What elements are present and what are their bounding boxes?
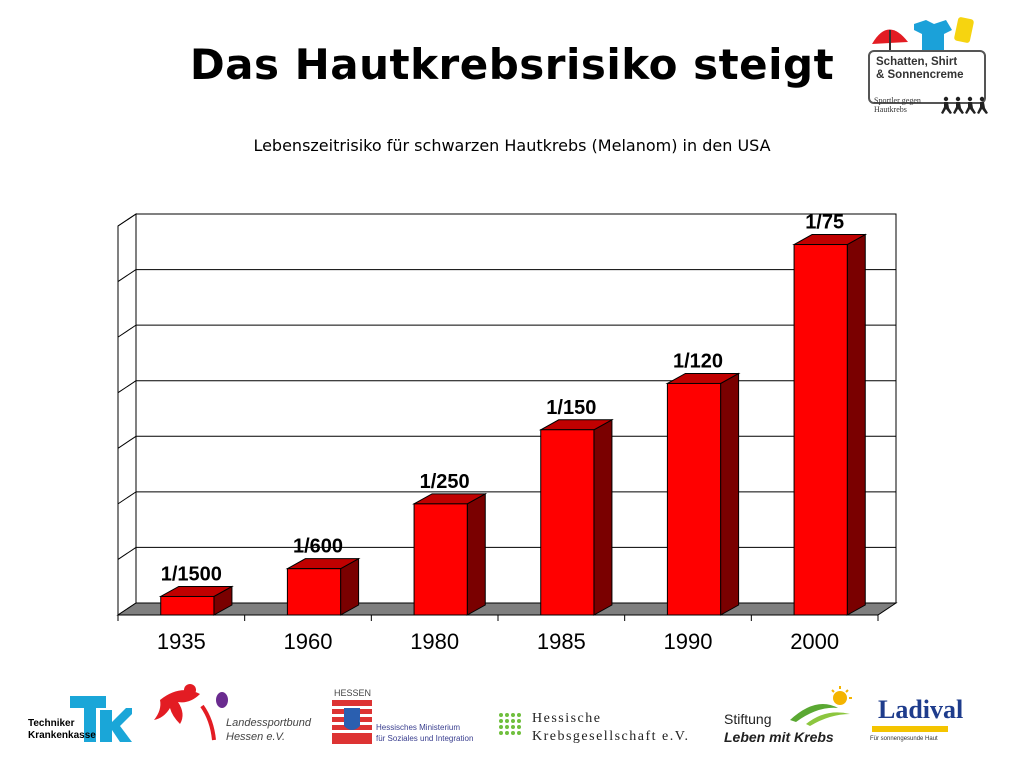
landessportbund-logo-text: Landessportbund Hessen e.V.	[226, 716, 311, 744]
bar	[666, 382, 722, 616]
bar	[413, 503, 468, 616]
landessportbund-logo-icon	[154, 684, 228, 741]
gridline-side	[117, 324, 137, 338]
stiftung-logo-text: Stiftung Leben mit Krebs	[724, 710, 834, 746]
chart-side-wall	[117, 213, 137, 616]
gridline-side	[117, 213, 137, 227]
bar	[540, 429, 595, 616]
campaign-logo-sub: Sportler gegen Hautkrebs	[874, 96, 921, 114]
krebsgesellschaft-text: Hessische Krebsgesellschaft e.V.	[532, 710, 690, 746]
tk-line2: Krankenkasse	[28, 730, 96, 741]
ladival-logo-text: Ladival	[878, 695, 964, 724]
gridline-side	[117, 435, 137, 449]
bar	[160, 595, 215, 616]
bar	[286, 568, 342, 616]
ladival-swoosh-icon	[872, 726, 948, 732]
page-title: Das Hautkrebsrisiko steigt	[189, 40, 835, 89]
gridline-side	[117, 491, 137, 505]
data-label: 1/120	[673, 350, 723, 372]
campaign-logo-sub2: Hautkrebs	[874, 105, 907, 114]
data-label: 1/250	[420, 471, 470, 493]
gridline-side	[117, 547, 137, 560]
tk-logo-icon	[70, 696, 132, 742]
hm-line2: für Soziales und Integration	[376, 734, 474, 743]
lsb-line1: Landessportbund	[226, 717, 312, 729]
bar-side	[846, 233, 866, 616]
x-tick-label: 2000	[790, 629, 839, 654]
hkg-line1: Hessische	[532, 711, 602, 726]
umbrella-shirt-icon	[872, 17, 974, 52]
campaign-logo-box: Schatten, Shirt & Sonnencreme	[868, 50, 986, 104]
campaign-logo-sub1: Sportler gegen	[874, 96, 921, 105]
campaign-logo-line1: Schatten, Shirt	[876, 56, 958, 68]
stiftung-line2: Leben mit Krebs	[724, 729, 834, 745]
x-tick-label: 1990	[664, 629, 713, 654]
tk-line1: Techniker	[28, 718, 75, 729]
chart-back-wall	[135, 213, 897, 604]
chart-subtitle: Lebenszeitrisiko für schwarzen Hautkrebs…	[253, 136, 771, 155]
x-tick-label: 1960	[284, 629, 333, 654]
stiftung-sun-icon	[790, 686, 852, 726]
lsb-line2: Hessen e.V.	[226, 731, 286, 743]
bar-side	[593, 418, 613, 616]
campaign-logo: Schatten, Shirt & Sonnencreme Sportler g…	[864, 14, 994, 124]
x-tick-label: 1935	[157, 629, 206, 654]
data-label: 1/150	[546, 397, 596, 419]
bar-side	[466, 493, 486, 616]
data-label: 1/75	[805, 212, 844, 234]
x-tick-label: 1985	[537, 629, 586, 654]
krebsgesellschaft-dots-icon	[499, 713, 521, 735]
data-label: 1/1500	[161, 563, 222, 585]
hessen-label: HESSEN	[334, 688, 372, 698]
gridline-side	[117, 380, 137, 394]
bar-side	[720, 372, 740, 616]
bar	[793, 244, 848, 616]
gridline-side	[117, 269, 137, 282]
hkg-line2: Krebsgesellschaft e.V.	[532, 729, 690, 744]
hessen-ministerium-text: Hessisches Ministerium für Soziales und …	[376, 722, 473, 744]
campaign-logo-line2: & Sonnencreme	[876, 69, 964, 81]
chart-floor	[116, 602, 898, 616]
data-label: 1/600	[293, 536, 343, 558]
hessen-crest-icon	[332, 700, 372, 744]
hm-line1: Hessisches Ministerium	[376, 723, 461, 732]
x-tick-label: 1980	[410, 629, 459, 654]
ladival-tagline: Für sonnengesunde Haut	[870, 736, 938, 742]
tk-logo-text: Techniker Krankenkasse	[28, 718, 96, 742]
stiftung-line1: Stiftung	[724, 711, 772, 727]
runners-icon	[941, 96, 988, 114]
